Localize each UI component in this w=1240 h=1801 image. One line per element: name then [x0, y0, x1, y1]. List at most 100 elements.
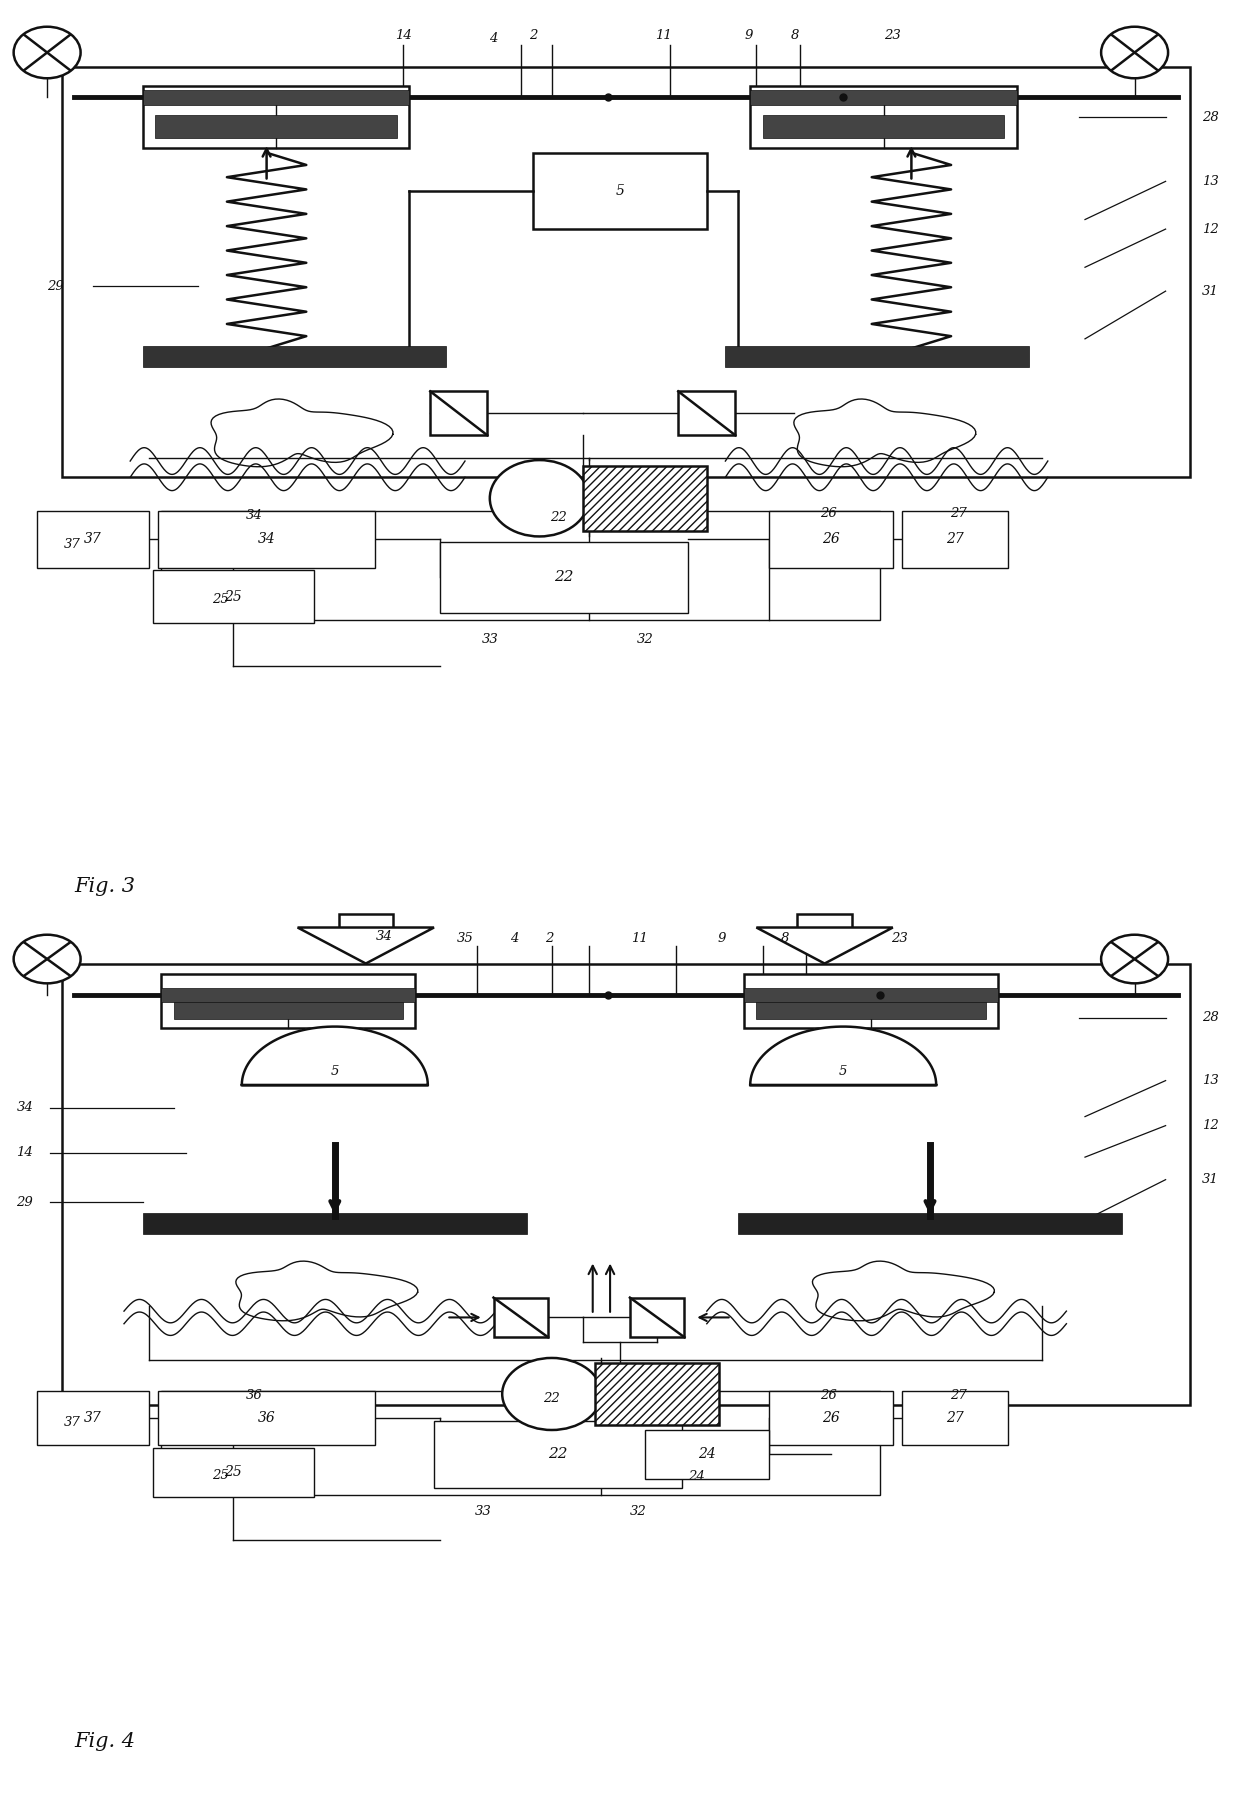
Text: 4: 4: [511, 931, 518, 946]
Text: 14: 14: [16, 1145, 33, 1160]
Bar: [430, 391, 487, 436]
Text: 25: 25: [212, 1468, 229, 1482]
Text: 32: 32: [636, 632, 653, 647]
Bar: [153, 1448, 314, 1497]
Polygon shape: [236, 1261, 418, 1320]
Text: 9: 9: [745, 29, 753, 41]
Bar: [143, 346, 446, 367]
Text: 8: 8: [791, 29, 799, 41]
Polygon shape: [756, 928, 893, 964]
Text: 34: 34: [246, 510, 263, 522]
Text: 23: 23: [884, 29, 901, 41]
Text: 36: 36: [258, 1412, 275, 1425]
Text: 8: 8: [781, 931, 789, 946]
Bar: [153, 571, 314, 623]
Text: 34: 34: [258, 533, 275, 546]
Text: 13: 13: [1202, 1073, 1219, 1088]
Text: 5: 5: [331, 1064, 339, 1079]
Bar: [744, 974, 998, 1028]
Text: 26: 26: [820, 1389, 837, 1403]
Text: 22: 22: [554, 571, 574, 585]
Bar: [750, 86, 1017, 148]
Bar: [903, 511, 1007, 567]
Bar: [161, 974, 415, 1028]
Polygon shape: [750, 1027, 936, 1084]
Circle shape: [490, 459, 589, 537]
Circle shape: [1101, 935, 1168, 983]
Text: 34: 34: [376, 929, 393, 944]
Bar: [769, 511, 893, 567]
Text: 2: 2: [529, 29, 537, 41]
Text: 37: 37: [84, 1412, 102, 1425]
Text: 9: 9: [718, 931, 725, 946]
Bar: [159, 1390, 374, 1444]
Bar: [62, 964, 1190, 1405]
Bar: [744, 987, 998, 1001]
Circle shape: [502, 1358, 601, 1430]
Text: 33: 33: [481, 632, 498, 647]
Bar: [533, 153, 707, 229]
Bar: [797, 913, 852, 928]
Bar: [174, 1000, 403, 1019]
Text: 14: 14: [394, 29, 412, 41]
Bar: [763, 115, 1004, 139]
Bar: [143, 86, 409, 148]
Text: 29: 29: [47, 279, 64, 294]
Bar: [143, 90, 409, 104]
Polygon shape: [242, 1027, 428, 1084]
Text: 31: 31: [1202, 1172, 1219, 1187]
Polygon shape: [298, 928, 434, 964]
Bar: [434, 1421, 682, 1488]
Text: 12: 12: [1202, 223, 1219, 236]
Bar: [756, 1000, 986, 1019]
Text: Fig. 4: Fig. 4: [74, 1733, 135, 1751]
Bar: [678, 391, 735, 436]
Text: 2: 2: [546, 931, 553, 946]
Bar: [645, 1430, 769, 1479]
Bar: [738, 1214, 1122, 1234]
Bar: [725, 346, 1029, 367]
Bar: [161, 511, 880, 621]
Bar: [750, 90, 1017, 104]
Text: 37: 37: [84, 533, 102, 546]
Text: 27: 27: [946, 1412, 963, 1425]
Text: 37: 37: [63, 1416, 81, 1430]
Text: 36: 36: [246, 1389, 263, 1403]
Text: 26: 26: [820, 508, 837, 520]
Circle shape: [14, 27, 81, 77]
Text: 37: 37: [63, 537, 81, 551]
Bar: [161, 1390, 880, 1495]
Text: 27: 27: [946, 533, 963, 546]
Text: 25: 25: [224, 589, 242, 603]
Text: 26: 26: [822, 533, 839, 546]
Text: 12: 12: [1202, 1118, 1219, 1133]
Bar: [37, 1390, 149, 1444]
Text: 27: 27: [950, 1389, 967, 1403]
Polygon shape: [211, 400, 393, 466]
Text: 22: 22: [548, 1448, 568, 1461]
Text: 32: 32: [630, 1504, 647, 1518]
Bar: [155, 115, 397, 139]
Bar: [630, 1297, 684, 1336]
Bar: [159, 511, 374, 567]
Text: 31: 31: [1202, 285, 1219, 297]
Bar: [62, 67, 1190, 477]
Text: 22: 22: [543, 1392, 560, 1405]
Bar: [161, 987, 415, 1001]
Text: 26: 26: [822, 1412, 839, 1425]
Text: 13: 13: [1202, 175, 1219, 187]
Bar: [440, 542, 688, 614]
Text: Fig. 3: Fig. 3: [74, 877, 135, 897]
Text: 4: 4: [490, 32, 497, 45]
Bar: [143, 1214, 527, 1234]
Text: 5: 5: [839, 1064, 847, 1079]
Text: 28: 28: [1202, 112, 1219, 124]
Text: 5: 5: [615, 184, 625, 198]
Bar: [595, 1363, 719, 1425]
Text: 24: 24: [698, 1448, 715, 1461]
Text: 25: 25: [224, 1466, 242, 1479]
Text: 27: 27: [950, 508, 967, 520]
Text: 29: 29: [16, 1196, 33, 1208]
Text: 35: 35: [456, 931, 474, 946]
Circle shape: [14, 935, 81, 983]
